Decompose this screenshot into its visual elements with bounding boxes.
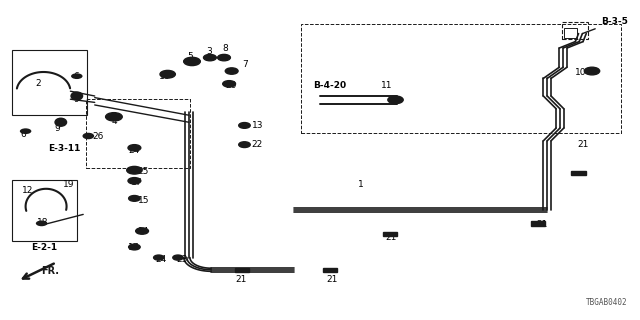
Text: 14: 14 xyxy=(138,227,149,236)
Circle shape xyxy=(106,113,122,121)
Text: 17: 17 xyxy=(128,243,140,252)
Circle shape xyxy=(204,54,216,61)
Text: TBGAB0402: TBGAB0402 xyxy=(586,298,627,307)
Text: 25: 25 xyxy=(138,167,149,176)
Circle shape xyxy=(184,57,200,66)
Text: B-3-5: B-3-5 xyxy=(602,17,628,26)
Text: 9: 9 xyxy=(74,95,79,104)
Circle shape xyxy=(218,54,230,61)
Text: 12: 12 xyxy=(22,186,34,195)
Text: 13: 13 xyxy=(252,121,263,130)
Bar xyxy=(12,180,77,241)
Circle shape xyxy=(129,244,140,250)
Text: 21: 21 xyxy=(236,275,247,284)
Circle shape xyxy=(127,166,142,174)
Text: E-2-1: E-2-1 xyxy=(31,244,57,252)
Circle shape xyxy=(584,67,600,75)
Text: E-3-11: E-3-11 xyxy=(48,144,81,153)
Circle shape xyxy=(160,70,175,78)
Text: FR.: FR. xyxy=(42,266,60,276)
Text: 5: 5 xyxy=(188,52,193,60)
Text: 17: 17 xyxy=(131,178,143,187)
Text: 1: 1 xyxy=(358,180,364,188)
Circle shape xyxy=(388,96,403,104)
Text: B-4-20: B-4-20 xyxy=(314,81,347,90)
Circle shape xyxy=(223,81,236,87)
Ellipse shape xyxy=(71,92,83,100)
Text: 23: 23 xyxy=(176,255,188,264)
Text: 8: 8 xyxy=(223,44,228,53)
Bar xyxy=(531,221,545,226)
Circle shape xyxy=(128,145,141,151)
Text: 10: 10 xyxy=(575,68,586,76)
Bar xyxy=(301,24,621,133)
Circle shape xyxy=(173,255,183,260)
Circle shape xyxy=(128,178,141,184)
Text: 16: 16 xyxy=(159,72,170,81)
Bar xyxy=(562,22,588,39)
Ellipse shape xyxy=(55,118,67,126)
Text: 3: 3 xyxy=(207,47,212,56)
Text: 4: 4 xyxy=(112,117,118,126)
Circle shape xyxy=(225,68,238,74)
Circle shape xyxy=(154,255,164,260)
Text: 2: 2 xyxy=(35,79,41,88)
Circle shape xyxy=(20,128,31,134)
Circle shape xyxy=(71,73,83,79)
Text: 21: 21 xyxy=(536,220,548,229)
Text: 11: 11 xyxy=(381,81,392,90)
Circle shape xyxy=(83,133,93,139)
Text: 6: 6 xyxy=(20,130,26,139)
Circle shape xyxy=(239,142,250,148)
Bar xyxy=(323,268,337,272)
Text: 26: 26 xyxy=(93,132,104,140)
Text: 22: 22 xyxy=(252,140,263,149)
Text: 21: 21 xyxy=(577,140,589,149)
Text: 18: 18 xyxy=(37,218,49,227)
Text: 15: 15 xyxy=(138,196,149,204)
Text: 6: 6 xyxy=(74,72,79,81)
Text: 21: 21 xyxy=(326,275,338,284)
Text: 19: 19 xyxy=(63,180,74,188)
Circle shape xyxy=(129,196,140,201)
Bar xyxy=(86,99,190,168)
Text: 9: 9 xyxy=(54,124,60,132)
Text: 21: 21 xyxy=(385,233,397,242)
Circle shape xyxy=(239,123,250,128)
Text: 20: 20 xyxy=(225,81,237,90)
Text: 24: 24 xyxy=(155,255,166,264)
Circle shape xyxy=(36,220,47,226)
Bar xyxy=(571,171,586,175)
Text: 24: 24 xyxy=(128,146,140,155)
Text: 7: 7 xyxy=(242,60,248,68)
Circle shape xyxy=(136,228,148,234)
Bar xyxy=(12,50,87,115)
Bar xyxy=(564,28,577,38)
Bar xyxy=(383,232,397,236)
Bar xyxy=(235,268,249,272)
